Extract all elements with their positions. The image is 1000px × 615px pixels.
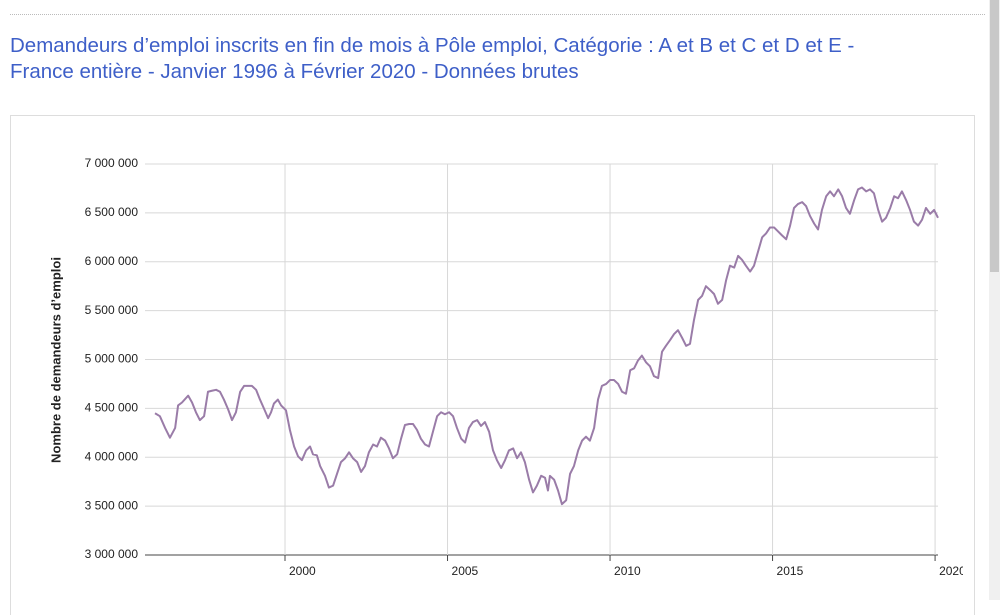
y-tick-label: 5 000 000 xyxy=(85,352,139,366)
y-tick-label: 6 500 000 xyxy=(85,205,139,219)
y-tick-label: 4 500 000 xyxy=(85,401,139,415)
chart: 3 000 000 3 500 000 4 000 000 4 500 000 5 00… xyxy=(48,156,966,578)
y-tick-label: 7 000 000 xyxy=(85,156,139,170)
y-tick-label: 6 000 000 xyxy=(85,254,139,268)
separator xyxy=(10,14,985,15)
x-tick-label: 2015 xyxy=(777,564,804,578)
x-tick-label: 2005 xyxy=(452,564,479,578)
plot: 3 000 000 3 500 000 4 000 000 4 500 000 5 00… xyxy=(85,156,966,578)
x-tick-label: 2010 xyxy=(614,564,641,578)
y-tick-label: 3 500 000 xyxy=(85,498,139,512)
scrollbar-thumb[interactable] xyxy=(990,0,999,272)
y-axis-title: Nombre de demandeurs d’emploi xyxy=(48,257,63,463)
y-tick-label: 4 000 000 xyxy=(85,449,139,463)
chart-panel xyxy=(10,115,975,615)
y-tick-label: 5 500 000 xyxy=(85,303,139,317)
y-tick-label: 3 000 000 xyxy=(85,547,139,561)
x-tick-label: 2000 xyxy=(289,564,316,578)
body: Demandeurs d’emploi inscrits en fin de m… xyxy=(10,0,1000,615)
title-line: Demandeurs d’emploi inscrits en fin de m… xyxy=(10,34,855,57)
data-line xyxy=(154,186,939,506)
title-line: France entière - Janvier 1996 à Février … xyxy=(10,60,579,83)
scrollbar[interactable] xyxy=(989,0,1000,600)
chart-title: Demandeurs d’emploi inscrits en fin de m… xyxy=(10,33,854,85)
x-tick-label: 2020 xyxy=(939,564,966,578)
page: Demandeurs d'emploi {"chart_data": {"typ… xyxy=(10,0,1000,615)
